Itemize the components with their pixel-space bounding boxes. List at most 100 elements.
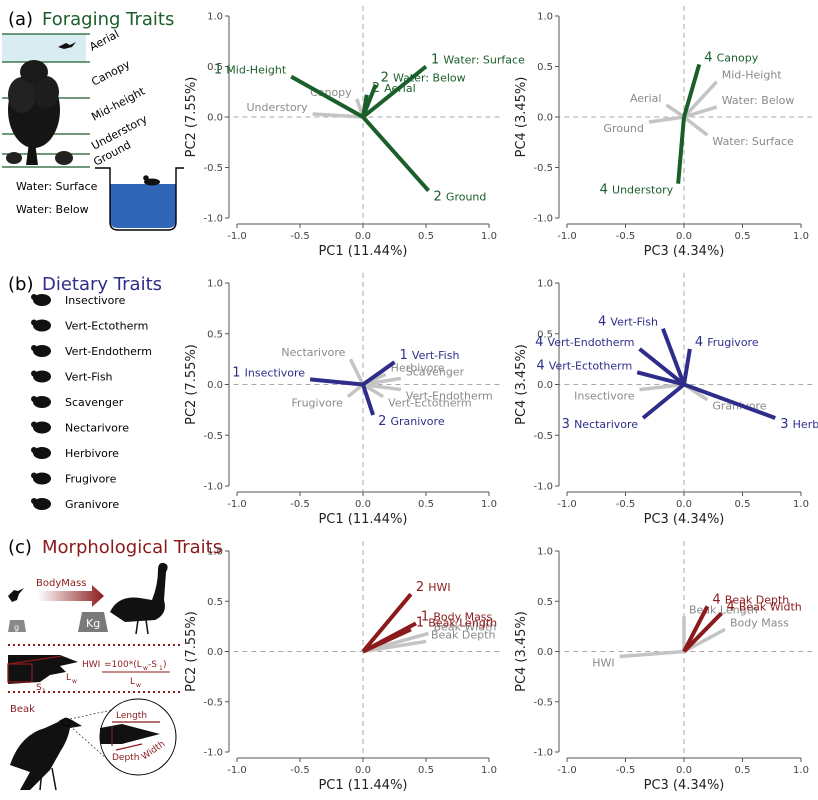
- loading-vector: [290, 74, 364, 119]
- x-tick-label: -1.0: [227, 765, 247, 776]
- x-tick-label: 1.0: [793, 765, 809, 776]
- x-tick-label: 0.5: [418, 499, 434, 510]
- y-tick-label: -0.5: [533, 697, 553, 708]
- loading-vector: [361, 83, 378, 118]
- duck-icon: [144, 178, 160, 186]
- hwi-formula-label: HWI: [82, 660, 100, 670]
- y-tick-label: 0.0: [207, 113, 223, 124]
- svg-text:=100*(L: =100*(L: [104, 660, 142, 670]
- berries-icon: [31, 472, 51, 485]
- wing-icon: [7, 655, 78, 684]
- vector-label: Water: Below: [722, 94, 795, 107]
- loading-vector: [641, 382, 686, 420]
- x-tick-label: -0.5: [290, 231, 310, 242]
- vector-label: Mid-Height: [722, 69, 783, 82]
- biplot-b-right: -1.0 1.0 -0.5 0.5 0.0 0.0 0.5 -0.5 1.0 -1.0 PC3 (4…: [514, 272, 818, 527]
- loading-vector: [682, 63, 702, 118]
- goose-icon: [110, 562, 168, 635]
- vector-label: 4 Vert-Endotherm: [535, 335, 634, 350]
- panel-c-tag: (c): [8, 537, 32, 558]
- vector-label: HWI: [592, 657, 614, 670]
- x-tick-label: 0.0: [355, 231, 371, 242]
- x-tick-label: 1.0: [481, 231, 497, 242]
- y-tick-label: 0.0: [537, 380, 553, 391]
- vector-label: 2 Ground: [434, 190, 487, 205]
- y-tick-label: -0.5: [203, 431, 223, 442]
- loading-vector: [676, 116, 686, 184]
- beak-depth-label: Depth: [112, 753, 139, 763]
- biplots: -1.0 1.0 -0.5 0.5 0.0 0.0 0.5 -0.5 1.0 -1.0 PC1 (1…: [184, 5, 818, 793]
- large-weight-icon: Kg: [78, 612, 108, 632]
- vector-label: 4 Vert-Fish: [598, 315, 658, 330]
- x-axis-label: PC1 (11.44%): [318, 244, 407, 259]
- vector-label: 3 Nectarivore: [562, 417, 639, 432]
- x-tick-label: 1.0: [481, 765, 497, 776]
- y-tick-label: 0.0: [537, 113, 553, 124]
- y-tick-label: -1.0: [203, 748, 223, 759]
- panel-a-tag: (a): [8, 9, 33, 30]
- y-tick-label: 0.0: [537, 647, 553, 658]
- x-tick-label: 1.0: [481, 499, 497, 510]
- vector-label: 2 Granivore: [378, 414, 445, 429]
- vector-label: 1 Water: Surface: [431, 53, 525, 68]
- vector-label: Vert-Endotherm: [406, 390, 493, 403]
- y-tick-label: 1.0: [537, 547, 553, 558]
- panel-c-header: (c) Morphological Traits: [8, 537, 222, 558]
- y-tick-label: 0.5: [537, 597, 553, 608]
- vector-label: 2 HWI: [416, 580, 451, 595]
- tree-icon: [6, 60, 73, 165]
- small-weight-icon: g: [8, 620, 26, 632]
- x-tick-label: -1.0: [557, 765, 577, 776]
- x-tick-label: 0.0: [676, 765, 692, 776]
- x-tick-label: 0.5: [418, 765, 434, 776]
- loading-vector: [682, 115, 709, 137]
- vector-label: 1 Body Mass: [421, 609, 493, 624]
- biplot-a-right: -1.0 1.0 -0.5 0.5 0.0 0.0 0.5 -0.5 1.0 -1.0 PC3 (4…: [514, 5, 813, 259]
- crow-icon: [10, 718, 82, 791]
- x-axis-label: PC1 (11.44%): [318, 512, 407, 527]
- x-tick-label: 0.5: [735, 231, 751, 242]
- y-tick-label: -1.0: [533, 214, 553, 225]
- loading-vector: [661, 327, 686, 386]
- panel-c-title: Morphological Traits: [42, 537, 222, 558]
- lizard-icon: [31, 319, 51, 332]
- panel-b-header: (b) Dietary Traits: [8, 274, 162, 295]
- beak-width-label: Width: [140, 739, 167, 762]
- biplot-c-right: -1.0 1.0 -0.5 0.5 0.0 0.0 0.5 -0.5 1.0 -1.0 PC3 (4…: [514, 540, 813, 793]
- y-axis-label: PC2 (7.55%): [184, 77, 199, 158]
- bodymass-label: BodyMass: [36, 578, 86, 589]
- morphology-illustration: BodyMass g Kg L w S 1 HWI =100*(L w -: [7, 562, 180, 791]
- y-tick-label: -1.0: [533, 482, 553, 493]
- x-tick-label: -1.0: [227, 231, 247, 242]
- loading-vector: [639, 382, 685, 392]
- loading-vector: [362, 382, 402, 392]
- biplot-a-left: -1.0 1.0 -0.5 0.5 0.0 0.0 0.5 -0.5 1.0 -1.0 PC1 (1…: [184, 5, 525, 259]
- loading-vector: [361, 592, 413, 653]
- x-tick-label: 0.5: [735, 499, 751, 510]
- vector-label: 4 Beak Depth: [712, 592, 789, 607]
- y-tick-label: 1.0: [537, 12, 553, 23]
- y-axis-label: PC4 (3.45%): [514, 77, 529, 158]
- vector-label: Nectarivore: [281, 346, 345, 359]
- svg-text:1: 1: [42, 688, 46, 695]
- hummingbird-icon: [8, 588, 24, 602]
- loading-vector: [636, 370, 685, 387]
- x-axis-label: PC3 (4.34%): [644, 244, 725, 259]
- y-axis-label: PC2 (7.55%): [184, 611, 199, 692]
- stratum-label: Canopy: [89, 57, 132, 88]
- loading-vector: [348, 358, 365, 386]
- beak-closeup-icon: [100, 721, 160, 751]
- panel-a-header: (a) Foraging Traits: [8, 9, 174, 30]
- loading-vector: [665, 103, 685, 119]
- svg-text:w: w: [136, 682, 141, 689]
- fish-icon: [31, 370, 51, 383]
- beak-label: Beak: [10, 704, 35, 715]
- y-axis-label: PC4 (3.45%): [514, 611, 529, 692]
- water-below-label: Water: Below: [16, 203, 89, 216]
- water-surface-label: Water: Surface: [16, 180, 98, 193]
- svg-text:w: w: [72, 678, 77, 685]
- loading-vector: [362, 639, 427, 654]
- x-tick-label: -0.5: [616, 231, 636, 242]
- loading-vector: [362, 627, 412, 654]
- y-tick-label: 0.5: [207, 597, 223, 608]
